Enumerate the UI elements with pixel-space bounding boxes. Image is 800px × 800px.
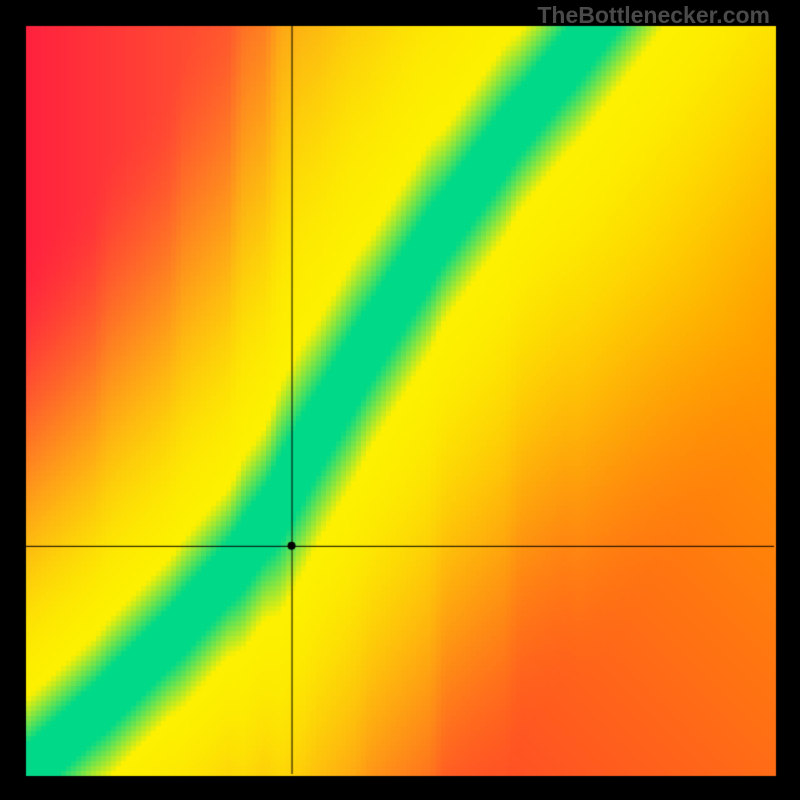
chart-container: TheBottlenecker.com xyxy=(0,0,800,800)
bottleneck-heatmap xyxy=(0,0,800,800)
